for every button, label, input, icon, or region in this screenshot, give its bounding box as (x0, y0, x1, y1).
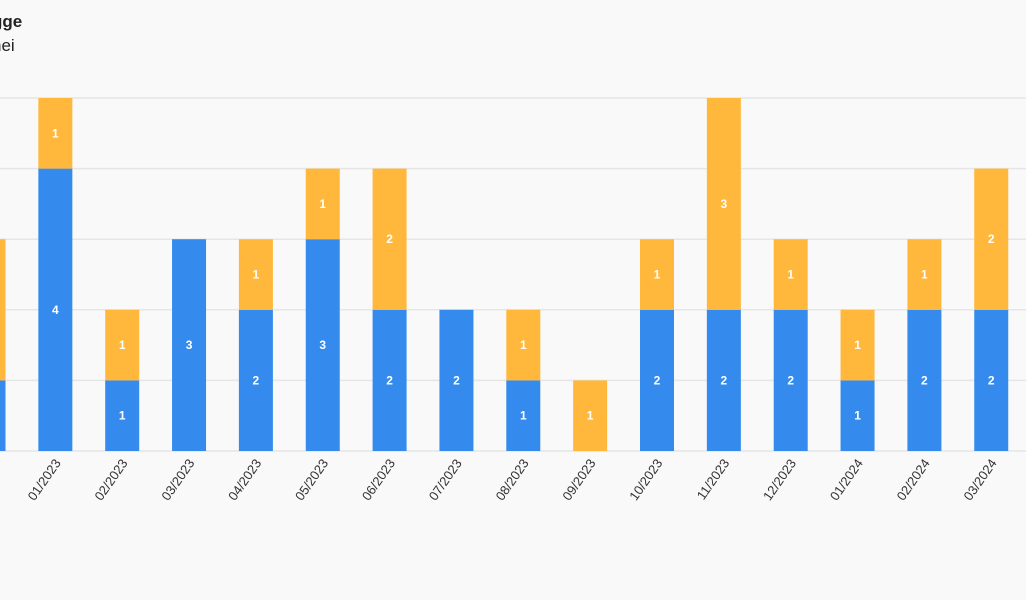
bar-segment-blue (238, 309, 273, 451)
bar-segment-blue (439, 309, 474, 451)
bar-segment-blue (907, 309, 942, 451)
bar-segment-orange (840, 309, 875, 381)
data-label: 2 (453, 373, 460, 387)
data-label: 2 (386, 232, 393, 246)
x-tick-label: 06/2023 (359, 456, 398, 503)
bar-segment-orange (105, 309, 140, 381)
legend-title: gge (0, 12, 23, 31)
bar-segment-blue (840, 380, 875, 451)
data-label: 1 (587, 409, 594, 423)
data-label: 1 (119, 409, 126, 423)
data-label: 3 (721, 197, 728, 211)
bar-segment-orange (0, 239, 6, 381)
bar-segment-orange (38, 98, 73, 169)
bar-segment-blue (974, 309, 1009, 451)
data-label: 1 (654, 268, 661, 282)
data-label: 1 (119, 338, 126, 352)
x-tick-label: 03/2024 (960, 456, 999, 503)
legend-item: nei (0, 36, 15, 55)
bar-segment-blue (305, 239, 340, 451)
x-tick-label: 02/2024 (894, 456, 933, 503)
data-label: 1 (520, 409, 527, 423)
bar-segment-blue (372, 309, 407, 451)
data-label: 1 (520, 338, 527, 352)
bar-segment-orange (974, 168, 1009, 310)
data-label: 2 (654, 373, 661, 387)
bar-segment-blue (773, 309, 808, 451)
x-tick-label: 08/2023 (493, 456, 532, 503)
data-label: 3 (319, 338, 326, 352)
x-tick-label: 11/2023 (694, 456, 733, 502)
x-tick-label: 01/2024 (827, 456, 866, 503)
bar-segment-orange (907, 239, 942, 310)
data-label: 1 (787, 268, 794, 282)
data-label: 2 (988, 232, 995, 246)
bar-segment-blue (38, 168, 73, 451)
x-tick-label: 05/2023 (292, 456, 331, 503)
data-label: 2 (921, 373, 928, 387)
data-label: 4 (52, 303, 59, 317)
x-tick-label: 04/2023 (225, 456, 264, 503)
x-tick-label: 10/2023 (626, 456, 665, 503)
bar-segment-blue (0, 380, 6, 451)
x-tick-label: 02/2023 (91, 456, 130, 503)
x-tick-label: 03/2023 (158, 456, 197, 503)
bar-segment-blue (506, 380, 541, 451)
data-label: 1 (253, 268, 260, 282)
legend-item: s (0, 59, 1, 79)
data-label: 2 (386, 373, 393, 387)
x-tick-label: 12/2023 (760, 456, 799, 503)
bar-segment-orange (573, 380, 608, 451)
data-label: 3 (186, 338, 193, 352)
bar-segment-orange (305, 168, 340, 240)
bar-segment-blue (105, 380, 140, 451)
x-tick-label: 07/2023 (426, 456, 465, 503)
data-label: 2 (787, 373, 794, 387)
data-label: 1 (921, 268, 928, 282)
data-label: 2 (721, 373, 728, 387)
bar-segment-orange (238, 239, 273, 310)
bar-segment-orange (640, 239, 674, 310)
bar-segment-orange (706, 98, 741, 310)
bar-segment-blue (172, 239, 207, 451)
bar-segment-orange (372, 168, 407, 310)
data-label: 1 (52, 126, 59, 140)
data-label: 1 (854, 409, 861, 423)
data-label: 2 (253, 373, 260, 387)
bar-segment-orange (773, 239, 808, 310)
data-label: 2 (988, 373, 995, 387)
data-label: 1 (319, 197, 326, 211)
x-tick-label: 09/2023 (559, 456, 598, 503)
bar-segment-blue (640, 309, 674, 451)
x-tick-label: 01/2023 (25, 456, 64, 503)
bar-segment-orange (506, 309, 541, 381)
bar-segment-blue (706, 309, 741, 451)
data-label: 1 (854, 338, 861, 352)
